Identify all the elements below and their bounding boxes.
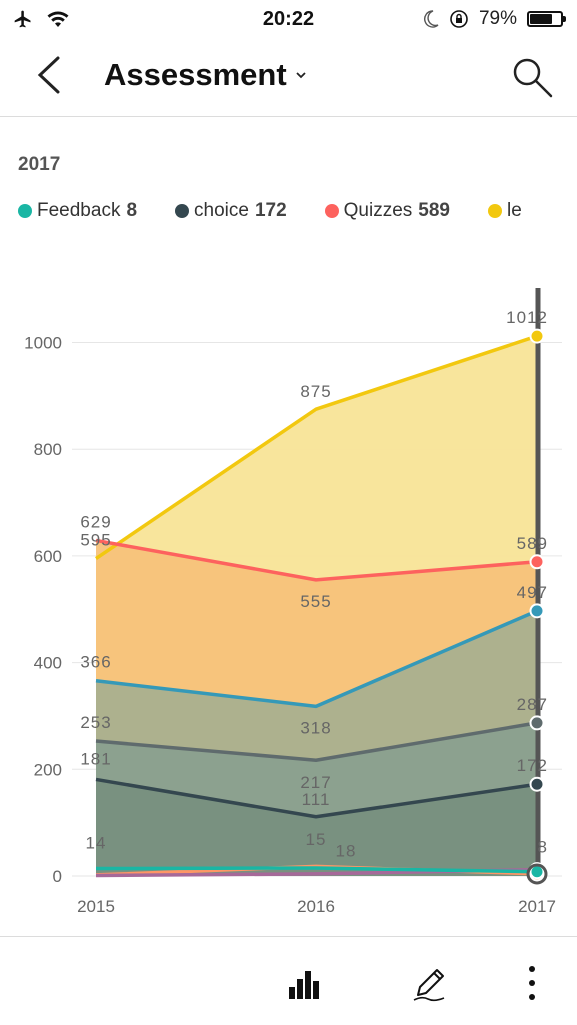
area-chart[interactable]: 0 200 400 600 800 1000 2015 2016 2017 595 875 1012 6… <box>0 240 577 930</box>
data-label: 8 <box>538 838 548 857</box>
series-area <box>96 779 537 876</box>
airplane-icon <box>14 10 31 28</box>
data-label: 287 <box>517 695 548 714</box>
chevron-down-icon <box>296 72 306 79</box>
legend-item[interactable]: choice 172 <box>175 200 287 222</box>
data-label: 589 <box>517 534 548 553</box>
data-label: 111 <box>302 790 331 809</box>
legend-item[interactable]: Feedback 8 <box>18 200 137 222</box>
app-header: Assessment <box>0 38 577 117</box>
bar-chart-icon[interactable] <box>286 963 326 1003</box>
status-time: 20:22 <box>262 8 315 30</box>
legend-label: Feedback <box>37 200 121 221</box>
data-label: 15 <box>306 830 327 849</box>
series-point <box>529 554 545 570</box>
legend-label: le <box>507 200 522 221</box>
legend-dot <box>175 204 190 218</box>
y-tick-label: 0 <box>53 867 62 886</box>
moon-icon <box>424 10 439 28</box>
y-tick-label: 200 <box>34 760 62 779</box>
legend-value: 172 <box>254 200 287 221</box>
data-label: 497 <box>517 583 548 602</box>
status-left <box>12 9 70 29</box>
data-label: 595 <box>80 531 111 550</box>
series-point <box>529 328 545 344</box>
legend-label: Quizzes <box>343 200 413 221</box>
rotation-lock-icon <box>450 10 468 28</box>
legend-value: 8 <box>126 200 138 221</box>
pencil-icon[interactable] <box>410 963 450 1003</box>
series-point <box>529 603 545 619</box>
wifi-icon <box>47 11 69 27</box>
status-right: 79% <box>423 8 566 30</box>
series-line <box>95 538 538 582</box>
legend-label: choice <box>194 200 249 221</box>
battery-icon <box>527 11 566 27</box>
y-tick-label: 400 <box>34 654 62 673</box>
x-tick-label: 2015 <box>77 897 115 916</box>
chart-legend: Feedback 8 choice 172 Quizzes 589 le <box>18 200 577 228</box>
series-line <box>95 334 538 561</box>
selected-year-label: 2017 <box>18 154 61 175</box>
legend-dot <box>488 204 502 218</box>
search-icon[interactable] <box>509 54 555 100</box>
x-tick-label: 2017 <box>518 897 556 916</box>
bottom-toolbar <box>0 936 577 1025</box>
battery-percent: 79% <box>478 8 517 29</box>
data-label: 318 <box>300 718 331 737</box>
legend-dot <box>18 204 32 218</box>
y-tick-label: 600 <box>34 547 62 566</box>
x-tick-label: 2016 <box>297 897 335 916</box>
page-title: Assessment <box>104 57 287 92</box>
status-bar: 20:22 79% <box>0 0 577 38</box>
legend-item[interactable]: le <box>488 200 522 222</box>
data-label: 14 <box>86 834 107 853</box>
battery-fill <box>530 14 553 24</box>
data-label: 217 <box>300 773 331 792</box>
legend-value: 589 <box>418 200 450 221</box>
data-label: 172 <box>517 756 548 775</box>
data-label: 18 <box>336 841 357 860</box>
series-point <box>529 776 545 792</box>
data-label: 555 <box>300 592 331 611</box>
data-label: 253 <box>80 713 111 732</box>
data-label: 629 <box>80 512 111 531</box>
series-line <box>95 866 538 874</box>
selection-handle <box>526 863 548 885</box>
series-point <box>529 715 545 731</box>
legend-dot <box>324 204 339 218</box>
series-line <box>95 609 538 709</box>
data-label: 875 <box>300 382 331 401</box>
data-label: 1012 <box>506 308 548 327</box>
data-label: 366 <box>80 653 111 672</box>
series-line <box>95 721 538 762</box>
y-tick-label: 1000 <box>24 334 62 353</box>
y-tick-label: 800 <box>34 440 62 459</box>
back-icon[interactable] <box>30 52 70 98</box>
data-label: 181 <box>80 749 111 768</box>
more-vertical-icon[interactable] <box>514 963 550 1003</box>
legend-item[interactable]: Quizzes 589 <box>324 200 450 222</box>
title-dropdown[interactable]: Assessment <box>104 57 307 93</box>
series-line <box>95 777 538 819</box>
